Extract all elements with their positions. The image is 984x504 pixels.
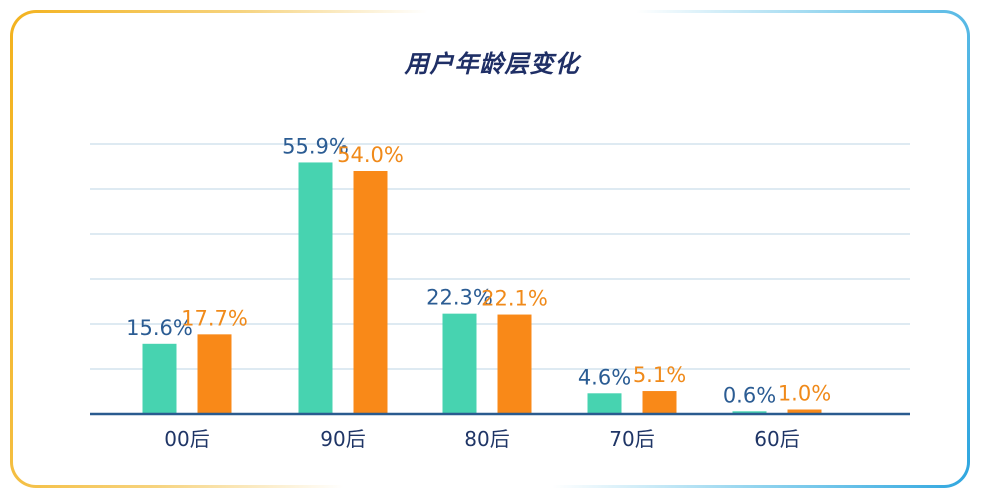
bar-series-2-1: [197, 334, 232, 414]
category-label-1: 00后: [164, 427, 209, 451]
bar-series-1-3: [442, 313, 477, 414]
bars: [142, 162, 822, 414]
value-label-series-2-4: 5.1%: [633, 363, 686, 387]
bar-series-2-4: [642, 391, 677, 414]
value-label-series-1-5: 0.6%: [723, 383, 776, 407]
category-label-4: 70后: [609, 427, 654, 451]
bar-series-1-4: [587, 393, 622, 414]
bar-series-1-5: [732, 411, 767, 414]
bar-series-2-2: [353, 171, 388, 414]
category-labels: 00后 90后 80后 70后 60后: [164, 427, 799, 451]
value-label-series-2-1: 17.7%: [181, 306, 248, 330]
value-label-series-2-5: 1.0%: [778, 382, 831, 406]
value-labels: 15.6%17.7% 55.9%54.0% 22.3%22.1% 4.6% 5.1% 0.…: [126, 134, 831, 407]
chart-title: 用户年龄层变化: [404, 50, 580, 78]
value-label-series-1-4: 4.6%: [578, 365, 631, 389]
bar-series-1-1: [142, 343, 177, 414]
category-label-5: 60后: [754, 427, 799, 451]
category-label-2: 90后: [320, 427, 365, 451]
category-label-3: 80后: [464, 427, 509, 451]
bar-series-2-5: [787, 409, 822, 414]
bar-series-1-2: [298, 162, 333, 414]
value-label-series-1-3: 22.3%: [426, 286, 493, 310]
value-label-series-2-3: 22.1%: [481, 287, 548, 311]
bar-series-2-3: [497, 314, 532, 414]
value-label-series-2-2: 54.0%: [337, 143, 404, 167]
value-label-series-1-2: 55.9%: [282, 134, 349, 158]
value-label-series-1-1: 15.6%: [126, 316, 193, 340]
